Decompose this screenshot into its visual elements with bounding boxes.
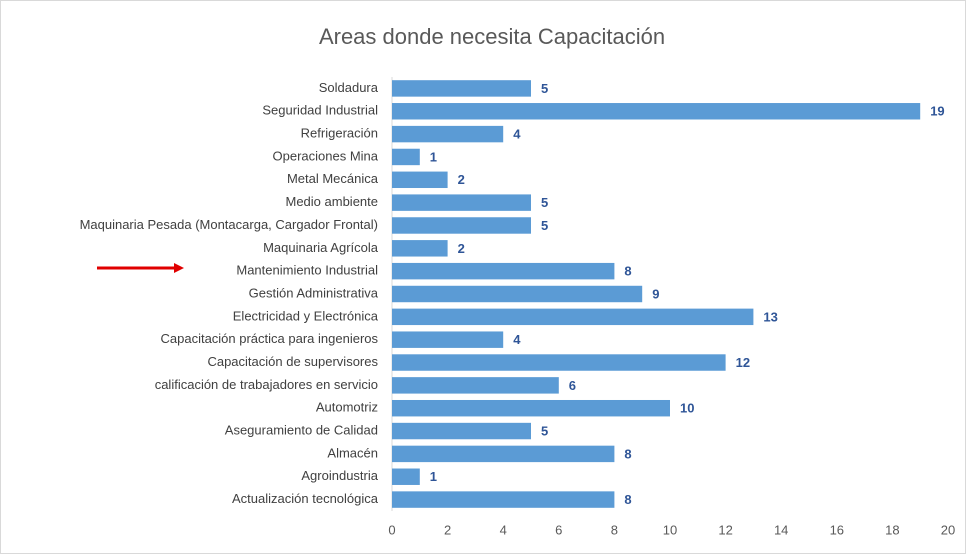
x-tick-label: 4 (500, 522, 507, 537)
bar (392, 148, 420, 166)
bar (392, 125, 504, 143)
data-label: 5 (541, 423, 548, 438)
bar (392, 103, 921, 120)
data-label: 5 (541, 218, 548, 233)
annotation-arrow (97, 263, 184, 273)
x-tick-label: 0 (388, 522, 395, 537)
bar (392, 262, 615, 280)
bar (392, 285, 643, 303)
data-label: 2 (458, 172, 465, 187)
data-label: 8 (624, 446, 631, 461)
x-tick-label: 10 (663, 522, 677, 537)
y-tick-label: Operaciones Mina (273, 148, 379, 163)
y-tick-label: Seguridad Industrial (262, 103, 378, 118)
x-tick-label: 2 (444, 522, 451, 537)
y-tick-label: Capacitación de supervisores (207, 354, 378, 369)
x-tick-label: 20 (941, 522, 955, 537)
data-label: 5 (541, 81, 548, 96)
data-label: 10 (680, 401, 694, 416)
data-label: 8 (624, 492, 631, 507)
data-label: 1 (430, 469, 437, 484)
bar (392, 331, 504, 348)
y-tick-label: Metal Mecánica (287, 171, 379, 186)
y-tick-label: Maquinaria Agrícola (263, 240, 379, 255)
bar (392, 171, 448, 189)
data-label: 9 (652, 286, 659, 301)
x-tick-label: 6 (555, 522, 562, 537)
y-tick-label: Almacén (327, 445, 378, 460)
y-tick-label: calificación de trabajadores en servicio (155, 377, 378, 392)
bar (392, 399, 670, 417)
y-tick-label: Actualización tecnológica (232, 491, 379, 506)
bar (392, 468, 420, 485)
data-label: 2 (458, 241, 465, 256)
bar (392, 491, 615, 508)
y-tick-label: Maquinaria Pesada (Montacarga, Cargador … (80, 217, 378, 232)
data-label: 19 (930, 104, 944, 119)
data-label: 5 (541, 195, 548, 210)
bar (392, 377, 559, 394)
data-label: 12 (736, 355, 750, 370)
bar (392, 308, 754, 326)
y-tick-label: Aseguramiento de Calidad (225, 422, 378, 437)
x-tick-label: 16 (830, 522, 844, 537)
bar (392, 240, 448, 257)
y-tick-label: Mantenimiento Industrial (236, 263, 378, 278)
bar (392, 217, 531, 234)
y-tick-label: Gestión Administrativa (249, 285, 379, 300)
y-tick-label: Automotriz (316, 400, 378, 415)
x-tick-label: 18 (885, 522, 899, 537)
data-label: 1 (430, 149, 437, 164)
bar (392, 422, 531, 440)
x-tick-label: 12 (718, 522, 732, 537)
x-tick-label: 14 (774, 522, 788, 537)
data-label: 4 (513, 332, 521, 347)
y-tick-label: Soldadura (319, 80, 379, 95)
y-tick-label: Refrigeración (301, 126, 378, 141)
x-tick-label: 8 (611, 522, 618, 537)
bar (392, 445, 615, 463)
data-label: 6 (569, 378, 576, 393)
chart-title: Areas donde necesita Capacitación (319, 24, 665, 49)
y-tick-label: Capacitación práctica para ingenieros (160, 331, 378, 346)
data-label: 13 (763, 309, 777, 324)
data-label: 8 (624, 264, 631, 279)
bar (392, 354, 726, 371)
bar (392, 80, 531, 97)
y-tick-label: Electricidad y Electrónica (233, 308, 379, 323)
y-tick-label: Agroindustria (301, 468, 378, 483)
data-label: 4 (513, 127, 521, 142)
y-tick-label: Medio ambiente (286, 194, 379, 209)
bar (392, 194, 531, 211)
